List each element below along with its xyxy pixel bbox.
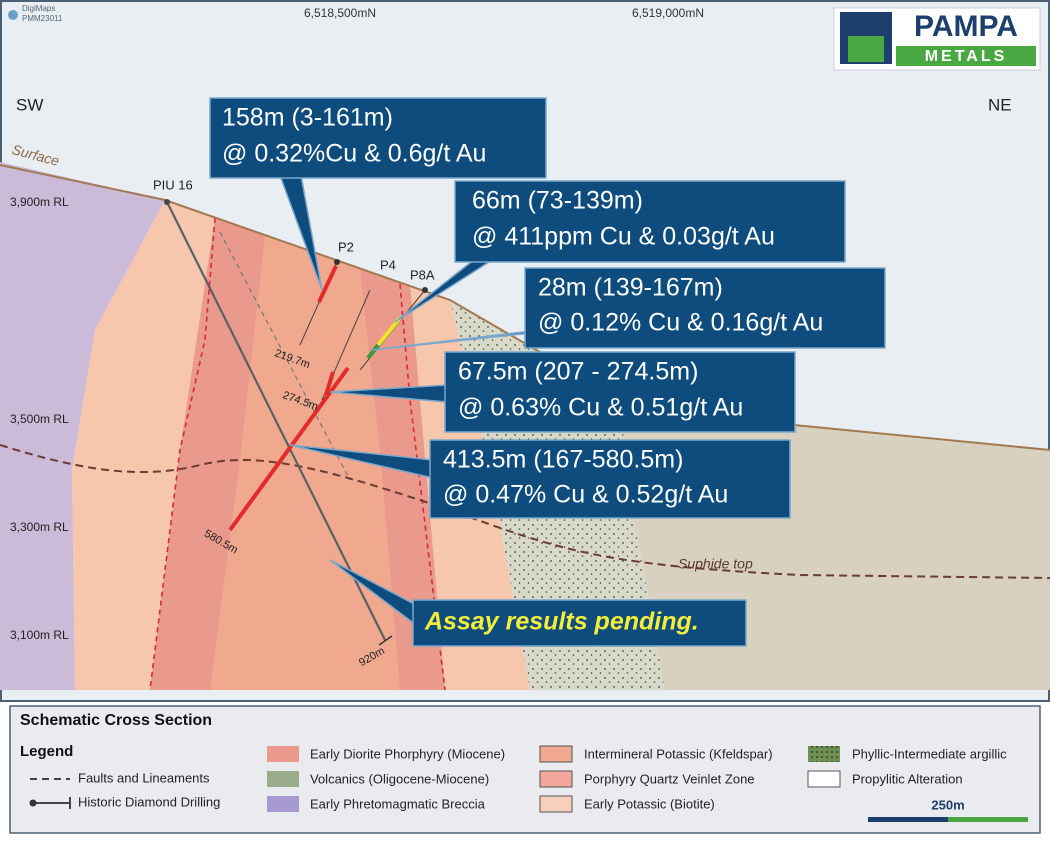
collar [164,199,170,205]
callout-line: @ 0.32%Cu & 0.6g/t Au [222,140,486,168]
callout: 413.5m (167-580.5m) @ 0.47% Cu & 0.52g/t… [289,439,791,519]
swatch [267,796,299,812]
sulphide-top [0,444,1050,579]
pending-text: Assay results pending. [424,608,699,636]
callout-line: @ 0.12% Cu & 0.16g/t Au [538,309,823,337]
hole-label: P2 [338,239,354,254]
sulphide-label: Suphide top [678,556,753,572]
rl-label: 3,900m RL [10,195,69,209]
callout-box [444,351,796,433]
callout-line: 158m (3-161m) [222,104,393,132]
hole-label: P8A [410,267,435,282]
scale-label: 250m [931,797,964,812]
callout-line: 413.5m (167-580.5m) [443,446,683,474]
scale-bar [868,817,948,822]
swatch [267,771,299,787]
legend: Schematic Cross Section Legend Faults an… [9,705,1041,834]
callout: 158m (3-161m) @ 0.32%Cu & 0.6g/t Au [209,97,547,291]
collar [334,259,340,265]
hole-label: PIU 16 [153,177,193,192]
drill-hole [166,201,386,641]
logo-mark [848,36,884,62]
header: DigiMaps PMM23011 6,518,500mN 6,519,000m… [8,4,1041,71]
legend-label: Propylitic Alteration [852,771,963,786]
swatch [267,746,299,762]
swatch [539,770,573,788]
breccia-zone [0,162,165,690]
callout-box [209,97,547,179]
legend-box [9,705,1041,834]
assay-interval [366,343,380,360]
assay-interval [228,366,350,532]
legend-title: Schematic Cross Section [20,712,212,729]
logo-top: PAMPA [914,10,1018,43]
callout: 67.5m (207 - 274.5m) @ 0.63% Cu & 0.51g/… [329,351,796,433]
logo-bottom: METALS [925,48,1008,65]
callout-line: 67.5m (207 - 274.5m) [458,358,698,386]
hole-end [378,635,393,646]
rl-label: 3,100m RL [10,628,69,642]
assay-interval [324,371,335,396]
swatch [539,745,573,763]
swatch [539,795,573,813]
swatch [807,770,841,788]
callout-box [524,267,886,349]
legend-label: Early Potassic (Biotite) [584,796,715,811]
callout: 28m (139-167m) @ 0.12% Cu & 0.16g/t Au [371,267,886,351]
legend-label: Faults and Lineaments [78,770,210,785]
callout-box [454,180,846,263]
direction: NE [988,95,1012,114]
callout-line: @ 0.63% Cu & 0.51g/t Au [458,394,743,422]
callout-line: 66m (73-139m) [472,187,643,215]
fault [219,231,351,481]
contact [399,283,446,691]
legend-label: Phyllic-Intermediate argillic [852,746,1007,761]
scale-bar [948,817,1028,822]
logo-band [896,46,1036,66]
assay-interval [376,316,402,347]
legend-label: Early Phretomagmatic Breccia [310,796,486,811]
callout-box [429,439,791,519]
callout-line: 28m (139-167m) [538,274,723,302]
legend-label: Porphyry Quartz Veinlet Zone [584,771,755,786]
callout-line: @ 0.47% Cu & 0.52g/t Au [443,481,728,509]
hole-label: P4 [380,257,396,272]
pending-callout: Assay results pending. [329,559,747,647]
northing: 6,519,000mN [632,6,704,20]
legend-label: Volcanics (Oligocene-Miocene) [310,771,489,786]
digimaps: DigiMaps [22,4,55,13]
rl-label: 3,300m RL [10,520,69,534]
legend-label: Historic Diamond Drilling [78,794,220,809]
digimaps-icon [8,10,18,20]
swatch [808,746,840,762]
callout-box [412,599,747,647]
direction: SW [16,95,43,114]
drill-swatch [29,799,37,807]
legend-label: Intermineral Potassic (Kfeldspar) [584,746,773,761]
rl-label: 3,500m RL [10,412,69,426]
callout: 66m (73-139m) @ 411ppm Cu & 0.03g/t Au [394,180,846,323]
collar [422,287,428,293]
northing: 6,518,500mN [304,6,376,20]
legend-label: Early Diorite Phorphyry (Miocene) [310,746,505,761]
legend-heading: Legend [20,743,73,760]
code: PMM23011 [22,14,63,23]
assay-interval [317,265,338,303]
diorite-band [150,218,265,690]
diorite-band [360,270,445,690]
callout-line: @ 411ppm Cu & 0.03g/t Au [472,223,775,251]
